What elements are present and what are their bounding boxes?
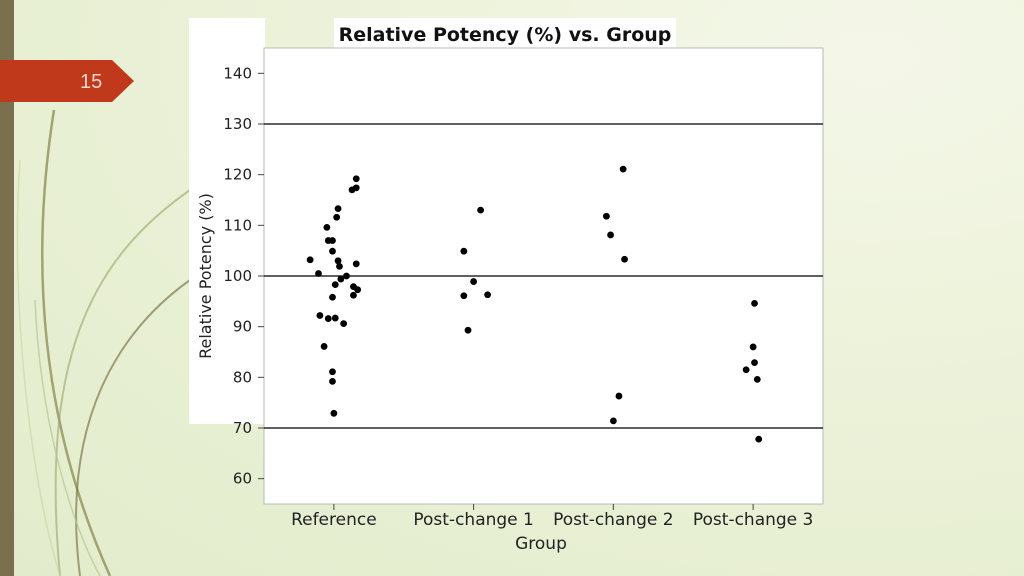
data-point — [348, 186, 356, 194]
x-axis-ticks: Reference Post-change 1 Post-change 2 Post-… — [291, 504, 813, 530]
title-panel — [334, 18, 676, 48]
y-axis-label: Relative Potency (%) — [196, 193, 215, 359]
data-point — [609, 417, 617, 425]
y-tick-label: 140 — [223, 64, 252, 82]
y-tick-label: 120 — [223, 166, 252, 184]
y-tick-label: 110 — [223, 216, 252, 234]
data-point — [607, 231, 614, 239]
data-point — [464, 326, 472, 334]
data-point — [753, 375, 761, 383]
data-point — [330, 409, 338, 417]
data-point — [751, 359, 758, 367]
data-point — [329, 237, 336, 244]
data-point — [470, 278, 478, 285]
chart-title: Relative Potency (%) vs. Group — [339, 24, 672, 46]
y-tick-label: 130 — [223, 115, 252, 133]
data-point — [334, 205, 342, 213]
x-tick-label: Post-change 2 — [553, 510, 674, 530]
y-tick-label: 80 — [233, 368, 252, 386]
data-point — [329, 377, 336, 385]
data-point — [619, 165, 627, 173]
x-tick-label: Reference — [291, 510, 377, 530]
data-point — [333, 213, 341, 221]
data-point — [460, 292, 468, 300]
y-axis-ticks: 60 70 80 90 100 110 120 130 140 — [223, 64, 264, 488]
data-point — [354, 286, 362, 294]
data-point — [460, 247, 468, 255]
data-point — [306, 256, 314, 264]
data-point — [602, 212, 610, 220]
data-point — [331, 281, 339, 289]
data-point — [352, 175, 360, 183]
page-number: 15 — [80, 71, 103, 93]
data-point — [742, 366, 750, 374]
slide-left-bar — [0, 0, 14, 576]
y-tick-label: 70 — [233, 419, 252, 437]
data-point — [336, 262, 343, 270]
x-axis-label: Group — [515, 534, 567, 554]
data-point — [340, 320, 348, 328]
data-point — [324, 315, 332, 322]
data-point — [323, 223, 331, 231]
data-point — [477, 206, 485, 214]
data-point — [337, 275, 345, 283]
data-point — [320, 343, 328, 350]
data-point — [329, 368, 336, 376]
x-tick-label: Post-change 1 — [413, 510, 534, 530]
data-point — [621, 255, 628, 263]
y-tick-label: 60 — [233, 470, 252, 488]
data-point — [749, 343, 757, 351]
data-points — [306, 165, 763, 443]
data-point — [484, 291, 491, 299]
reference-lines — [264, 123, 823, 429]
x-tick-label: Post-change 3 — [693, 510, 814, 530]
data-point — [352, 260, 360, 268]
data-point — [315, 270, 322, 277]
data-point — [751, 299, 758, 307]
data-point — [331, 314, 339, 322]
data-point — [334, 257, 342, 265]
data-point — [755, 435, 763, 443]
data-point — [343, 272, 350, 280]
page-number-tab — [0, 60, 134, 102]
data-point — [316, 312, 324, 319]
y-tick-label: 100 — [223, 267, 252, 285]
data-point — [329, 293, 336, 301]
data-point — [615, 392, 623, 400]
data-point — [329, 247, 336, 255]
y-tick-label: 90 — [233, 318, 252, 336]
axis-label-panel — [189, 18, 265, 424]
data-point — [350, 291, 357, 299]
